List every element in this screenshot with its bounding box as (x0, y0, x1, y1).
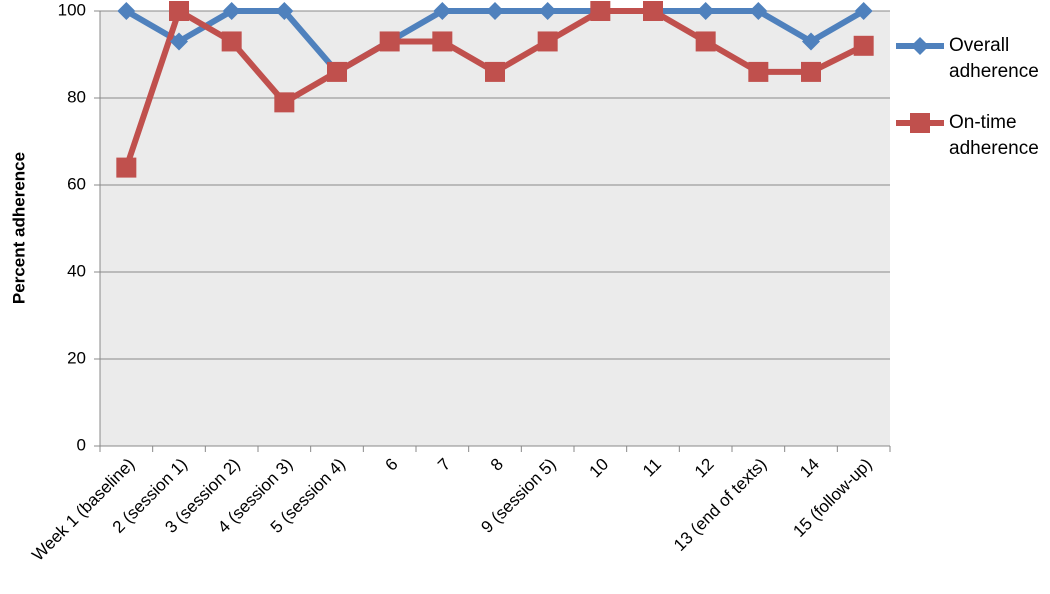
y-tick-label: 40 (67, 261, 86, 280)
data-point (696, 2, 715, 20)
x-tick-label: 9 (session 5) (477, 455, 559, 537)
x-tick-label: 7 (434, 455, 454, 475)
legend-label: On-time adherence (949, 112, 1039, 159)
data-point (695, 31, 716, 52)
data-point (432, 31, 453, 52)
data-point (433, 2, 452, 20)
data-point (379, 31, 400, 52)
data-point (538, 2, 557, 20)
data-point (170, 32, 188, 51)
data-point (643, 1, 663, 21)
data-point (590, 1, 611, 21)
legend-marker (910, 113, 930, 133)
data-point (222, 2, 241, 20)
x-tick-label: 14 (796, 455, 823, 482)
data-point (748, 61, 769, 82)
legend-marker (911, 37, 929, 55)
x-tick-label: 10 (586, 455, 613, 482)
y-tick-label: 100 (58, 0, 86, 19)
legend-label: Overall adherence (949, 35, 1039, 82)
x-tick-label: 13 (end of texts) (670, 455, 770, 555)
y-tick-label: 20 (67, 348, 86, 367)
y-tick-label: 80 (67, 87, 86, 106)
data-point (802, 32, 820, 51)
y-tick-label: 60 (67, 174, 86, 193)
data-point (853, 35, 874, 56)
data-point (801, 61, 821, 82)
data-point (169, 1, 189, 21)
data-point (537, 31, 558, 52)
y-axis-label: Percent adherence (9, 152, 28, 304)
data-point (274, 92, 295, 113)
y-tick-label: 0 (77, 435, 86, 454)
data-point (486, 2, 504, 20)
x-tick-label: 12 (691, 455, 718, 482)
data-point (327, 61, 347, 82)
x-tick-label: 6 (382, 455, 402, 475)
data-point (749, 2, 768, 20)
data-point (275, 2, 294, 20)
plot-area (100, 11, 890, 446)
data-point (854, 2, 873, 20)
data-point (117, 2, 136, 20)
data-point (116, 157, 137, 178)
x-tick-label: 8 (487, 455, 507, 475)
data-point (485, 61, 505, 82)
data-point (221, 31, 242, 52)
x-tick-label: 11 (639, 455, 665, 481)
